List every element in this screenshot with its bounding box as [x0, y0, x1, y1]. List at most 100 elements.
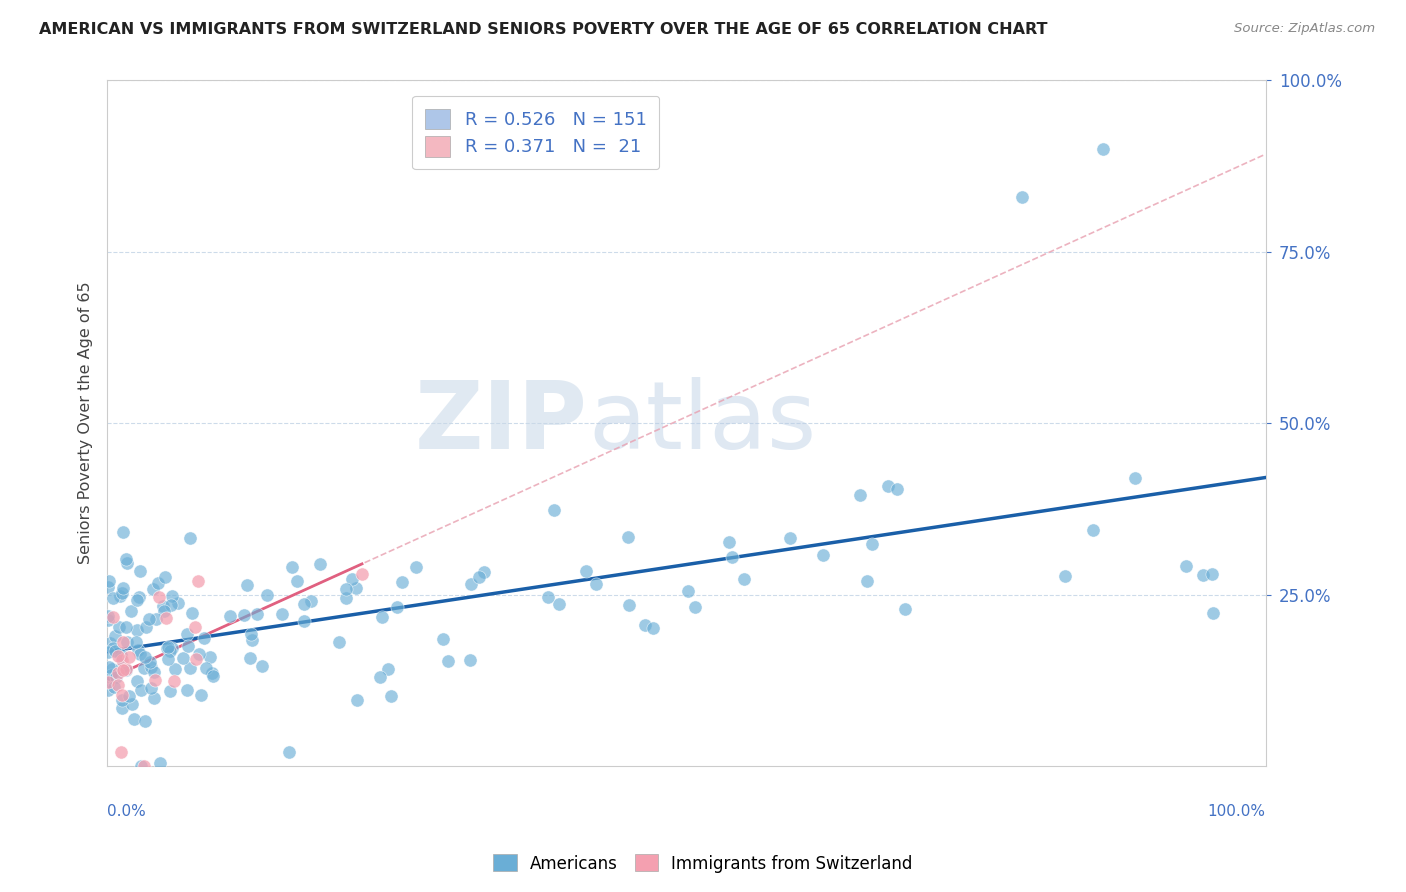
Point [98, 636, 121, 650]
Point [153, 604, 176, 618]
Point [371, 609, 394, 624]
Point [143, 690, 166, 705]
Point [115, 634, 138, 648]
Point [97, 645, 120, 659]
Point [575, 564, 598, 578]
Point [617, 530, 640, 544]
Point [104, 644, 127, 658]
Point [134, 620, 156, 634]
Point [733, 572, 755, 586]
Point [233, 607, 256, 622]
Point [676, 584, 699, 599]
Point [194, 661, 217, 675]
Point [380, 689, 402, 703]
Point [292, 615, 315, 629]
Point [139, 659, 162, 673]
Point [543, 503, 565, 517]
Point [97, 675, 120, 690]
Point [101, 591, 124, 605]
Point [405, 559, 427, 574]
Point [278, 745, 301, 759]
Legend: R = 0.526   N = 151, R = 0.371   N =  21: R = 0.526 N = 151, R = 0.371 N = 21 [412, 95, 659, 169]
Point [1201, 566, 1223, 581]
Point [139, 655, 162, 669]
Point [118, 690, 141, 704]
Point [114, 552, 136, 566]
Point [97, 682, 120, 697]
Point [201, 666, 224, 681]
Point [142, 665, 165, 679]
Point [179, 661, 201, 675]
Point [385, 600, 408, 615]
Point [110, 701, 132, 715]
Point [148, 756, 170, 770]
Point [585, 576, 607, 591]
Point [187, 648, 209, 662]
Point [285, 574, 308, 588]
Point [183, 620, 205, 634]
Point [122, 712, 145, 726]
Point [340, 572, 363, 586]
Point [460, 653, 482, 667]
Point [159, 598, 181, 612]
Point [617, 599, 640, 613]
Point [159, 644, 181, 658]
Point [107, 678, 129, 692]
Point [779, 531, 801, 545]
Point [193, 631, 215, 645]
Point [141, 681, 163, 696]
Point [436, 654, 458, 668]
Point [110, 745, 132, 759]
Point [172, 651, 194, 665]
Point [187, 574, 209, 588]
Point [156, 640, 179, 655]
Point [156, 652, 179, 666]
Point [110, 648, 132, 662]
Point [163, 674, 186, 689]
Point [350, 567, 373, 582]
Point [128, 590, 150, 604]
Text: Source: ZipAtlas.com: Source: ZipAtlas.com [1234, 22, 1375, 36]
Point [163, 662, 186, 676]
Point [101, 640, 124, 655]
Point [460, 577, 482, 591]
Point [468, 570, 491, 584]
Point [145, 612, 167, 626]
Point [104, 629, 127, 643]
Point [155, 611, 177, 625]
Point [202, 668, 225, 682]
Point [876, 479, 898, 493]
Point [98, 574, 121, 588]
Point [117, 650, 139, 665]
Point [120, 604, 142, 618]
Point [335, 582, 357, 597]
Point [115, 663, 138, 677]
Point [849, 488, 872, 502]
Y-axis label: Seniors Poverty Over the Age of 65: Seniors Poverty Over the Age of 65 [79, 282, 93, 565]
Point [250, 658, 273, 673]
Point [98, 674, 121, 689]
Point [138, 612, 160, 626]
Point [856, 574, 879, 588]
Point [240, 627, 263, 641]
Point [97, 614, 120, 628]
Point [1175, 558, 1198, 573]
Point [97, 580, 120, 594]
Point [142, 582, 165, 596]
Point [720, 550, 742, 565]
Point [159, 684, 181, 698]
Legend: Americans, Immigrants from Switzerland: Americans, Immigrants from Switzerland [486, 847, 920, 880]
Point [100, 668, 122, 682]
Point [242, 632, 264, 647]
Point [685, 599, 707, 614]
Point [111, 524, 134, 539]
Point [179, 531, 201, 545]
Point [1053, 568, 1076, 582]
Point [1083, 523, 1105, 537]
Point [377, 662, 399, 676]
Point [121, 697, 143, 711]
Point [112, 634, 135, 648]
Point [108, 620, 131, 634]
Point [301, 594, 323, 608]
Point [271, 607, 294, 621]
